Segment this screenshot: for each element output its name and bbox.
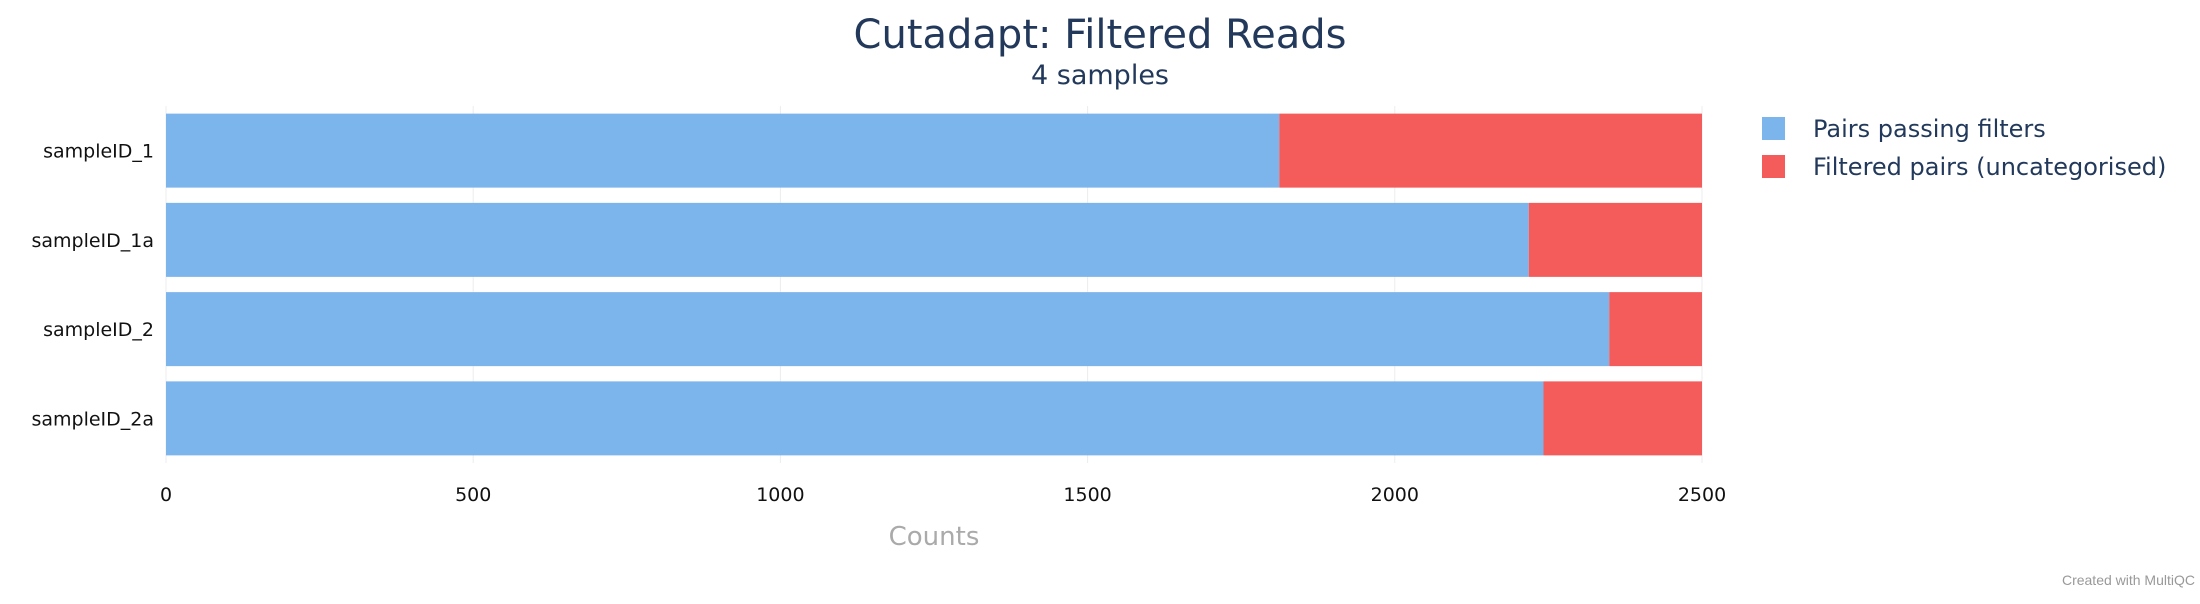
bars — [166, 113, 1702, 456]
bar-sampleid-1-pairs-passing-filters[interactable] — [166, 113, 1280, 188]
legend-label-filtered-pairs: Filtered pairs (uncategorised) — [1813, 153, 2166, 181]
x-axis-ticks: 0 500 1000 1500 2000 2500 — [160, 484, 1726, 506]
y-tick-label-sampleid-1: sampleID_1 — [43, 141, 154, 163]
bar-sampleid-2a-pairs-passing-filters[interactable] — [166, 381, 1544, 456]
legend[interactable]: Pairs passing filters Filtered pairs (un… — [1762, 115, 2166, 181]
bar-sampleid-2-pairs-passing-filters[interactable] — [166, 292, 1610, 367]
x-tick-label-1000: 1000 — [756, 484, 804, 506]
legend-swatch-pairs-passing-filters — [1762, 117, 1785, 140]
bar-sampleid-1a-pairs-passing-filters[interactable] — [166, 202, 1529, 277]
x-tick-label-0: 0 — [160, 484, 172, 506]
y-tick-label-sampleid-1a: sampleID_1a — [31, 230, 154, 252]
legend-item-pairs-passing-filters[interactable]: Pairs passing filters — [1762, 115, 2046, 143]
y-axis-ticks: sampleID_1 sampleID_1a sampleID_2 sampleID_… — [31, 141, 154, 431]
chart-subtitle: 4 samples — [1031, 60, 1169, 91]
legend-item-filtered-pairs[interactable]: Filtered pairs (uncategorised) — [1762, 153, 2166, 181]
legend-swatch-filtered-pairs — [1762, 155, 1785, 178]
bar-sampleid-1-filtered-pairs-uncategorised[interactable] — [1279, 113, 1702, 188]
credit-text: Created with MultiQC — [2062, 572, 2195, 588]
x-tick-label-1500: 1500 — [1063, 484, 1111, 506]
chart-title: Cutadapt: Filtered Reads — [854, 12, 1347, 58]
x-axis-label: Counts — [889, 522, 980, 552]
x-tick-label-2000: 2000 — [1371, 484, 1419, 506]
bar-sampleid-2a-filtered-pairs-uncategorised[interactable] — [1543, 381, 1702, 456]
x-tick-label-500: 500 — [455, 484, 491, 506]
bar-sampleid-2-filtered-pairs-uncategorised[interactable] — [1609, 292, 1702, 367]
bar-sampleid-1a-filtered-pairs-uncategorised[interactable] — [1528, 202, 1702, 277]
y-tick-label-sampleid-2: sampleID_2 — [43, 319, 154, 341]
y-tick-label-sampleid-2a: sampleID_2a — [31, 408, 154, 430]
x-tick-label-2500: 2500 — [1678, 484, 1726, 506]
legend-label-pairs-passing-filters: Pairs passing filters — [1813, 115, 2046, 143]
